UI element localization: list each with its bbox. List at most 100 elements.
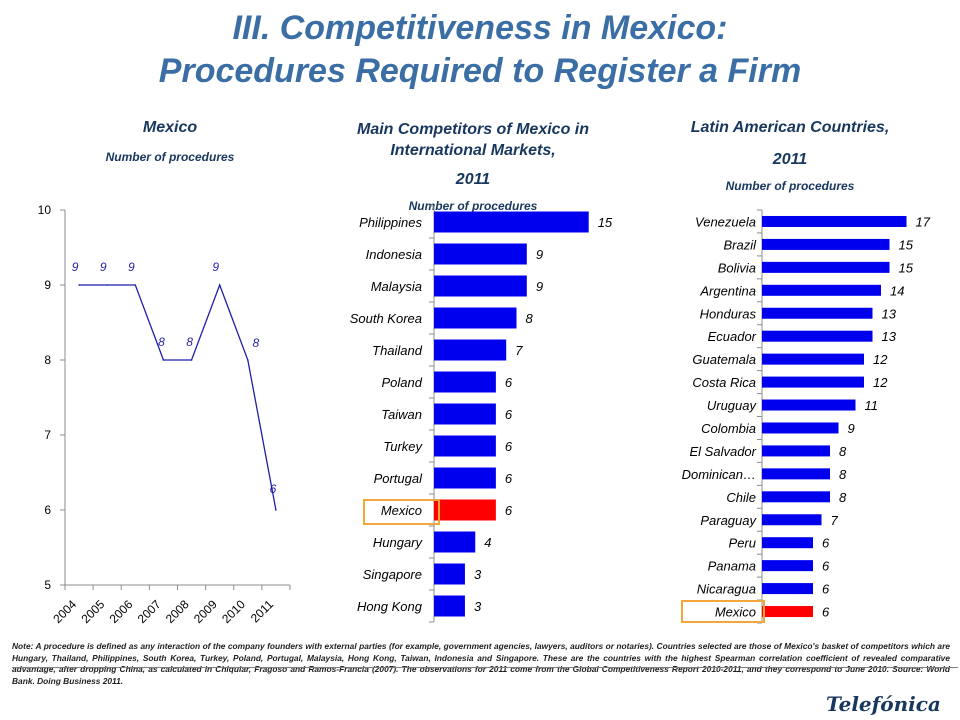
chart2-value-label: 6 — [505, 471, 513, 486]
chart3-category-label: Argentina — [699, 283, 756, 298]
chart2-bar — [434, 563, 465, 585]
chart1-data-label: 8 — [252, 336, 259, 350]
chart2-bar — [434, 275, 527, 297]
chart3-bar — [762, 606, 813, 618]
chart3-bar — [762, 399, 856, 411]
chart3-bar — [762, 353, 864, 365]
chart2-value-label: 6 — [505, 407, 513, 422]
chart1-data-label: 6 — [270, 482, 277, 496]
chart3-value-label: 14 — [890, 283, 904, 298]
chart2-category-label: Hungary — [373, 535, 424, 550]
footnote: Note: A procedure is defined as any inte… — [12, 641, 950, 686]
chart3-category-label: Peru — [729, 536, 756, 551]
chart1-x-tick-label: 2011 — [248, 597, 276, 625]
chart1-point — [247, 359, 249, 361]
chart1-data-label: 8 — [186, 335, 193, 349]
chart2-category-label: Mexico — [381, 503, 422, 518]
chart2-bar — [434, 595, 465, 617]
chart3-value-label: 13 — [882, 306, 897, 321]
chart2-value-label: 9 — [536, 279, 543, 294]
chart3-bar — [762, 215, 907, 227]
chart3-category-label: Dominican… — [682, 467, 756, 482]
chart1-point — [218, 284, 221, 286]
chart3-value-label: 6 — [822, 559, 830, 574]
chart3-category-label: Panama — [708, 559, 756, 574]
chart3-category-label: Guatemala — [692, 352, 756, 367]
chart1-data-label: 9 — [72, 260, 79, 274]
chart3-bar — [762, 307, 873, 319]
chart3-mexico-highlight-box — [681, 600, 765, 623]
chart1-x-tick-label: 2010 — [219, 597, 248, 626]
chart3-category-label: Nicaragua — [697, 582, 756, 597]
chart2-category-label: Taiwan — [381, 407, 422, 422]
chart3-bar — [762, 468, 830, 480]
chart2-category-label: Hong Kong — [357, 599, 423, 614]
chart1-x-tick-label: 2009 — [191, 597, 220, 626]
chart3-subtitle: Number of procedures — [725, 179, 855, 193]
chart1-point — [162, 359, 165, 361]
chart2-bar — [434, 211, 589, 233]
chart1-x-tick-label: 2006 — [107, 597, 136, 626]
chart2-value-label: 15 — [598, 215, 613, 230]
chart3-value-label: 15 — [899, 260, 914, 275]
chart2-bar — [434, 371, 496, 393]
chart3-bar — [762, 376, 864, 388]
chart1-point — [190, 359, 193, 361]
chart3-category-label: Paraguay — [700, 513, 757, 528]
chart3-category-label: Costa Rica — [692, 375, 756, 390]
chart3-value-label: 11 — [865, 398, 879, 413]
chart3-category-label: Ecuador — [708, 329, 757, 344]
chart3-bar — [762, 514, 822, 526]
telefonica-logo: Telefónica — [826, 692, 941, 716]
chart3-category-label: Mexico — [715, 605, 756, 620]
chart3-bar — [762, 261, 890, 273]
chart3-category-label: El Salvador — [690, 444, 757, 459]
chart3-value-label: 8 — [839, 467, 847, 482]
chart2-value-label: 6 — [505, 439, 513, 454]
chart2-category-label: Thailand — [372, 343, 423, 358]
chart1-data-label: 8 — [158, 335, 165, 349]
chart3-value-label: 8 — [839, 444, 847, 459]
chart1-y-tick-label: 8 — [44, 353, 51, 367]
chart3-value-label: 12 — [873, 352, 888, 367]
chart2-bar — [434, 243, 527, 265]
chart3-category-label: Colombia — [701, 421, 756, 436]
chart2-category-label: Portugal — [374, 471, 424, 486]
chart3-value-label: 13 — [882, 329, 897, 344]
chart1-y-tick-label: 9 — [44, 278, 51, 292]
chart3-category-label: Venezuela — [695, 214, 756, 229]
chart1-point — [106, 284, 108, 286]
chart2-title-year: 2011 — [455, 171, 491, 188]
chart2-category-label: Poland — [382, 375, 423, 390]
chart2-bar — [434, 435, 496, 457]
chart1-data-label: 9 — [212, 260, 219, 274]
chart2-value-label: 3 — [474, 599, 482, 614]
chart3-bar — [762, 330, 873, 342]
chart3-bar — [762, 422, 839, 434]
chart2-category-label: South Korea — [350, 311, 422, 326]
chart2-category-label: Singapore — [363, 567, 422, 582]
chart1-point — [134, 284, 137, 286]
chart1-data-label: 9 — [128, 260, 135, 274]
chart3-value-label: 15 — [899, 237, 914, 252]
chart3-value-label: 6 — [822, 536, 830, 551]
chart3-title-year: 2011 — [772, 151, 808, 168]
chart2-value-label: 9 — [536, 247, 543, 262]
chart3-value-label: 6 — [822, 605, 830, 620]
chart2-value-label: 7 — [515, 343, 523, 358]
chart1-x-tick-label: 2005 — [79, 597, 108, 626]
chart3-value-label: 9 — [848, 421, 855, 436]
chart3-bar — [762, 491, 830, 503]
chart1-y-tick-label: 6 — [44, 503, 51, 517]
chart1-y-tick-label: 7 — [44, 428, 51, 442]
chart1-title: Mexico — [142, 119, 198, 136]
chart3-bar — [762, 537, 813, 549]
chart2-mexico-highlight-box — [363, 499, 440, 525]
chart3-category-label: Honduras — [700, 306, 757, 321]
chart2-value-label: 3 — [474, 567, 482, 582]
chart2-bar — [434, 339, 507, 361]
chart2-bar — [434, 499, 496, 521]
footer-divider — [12, 667, 958, 668]
chart2-bar — [434, 467, 496, 489]
